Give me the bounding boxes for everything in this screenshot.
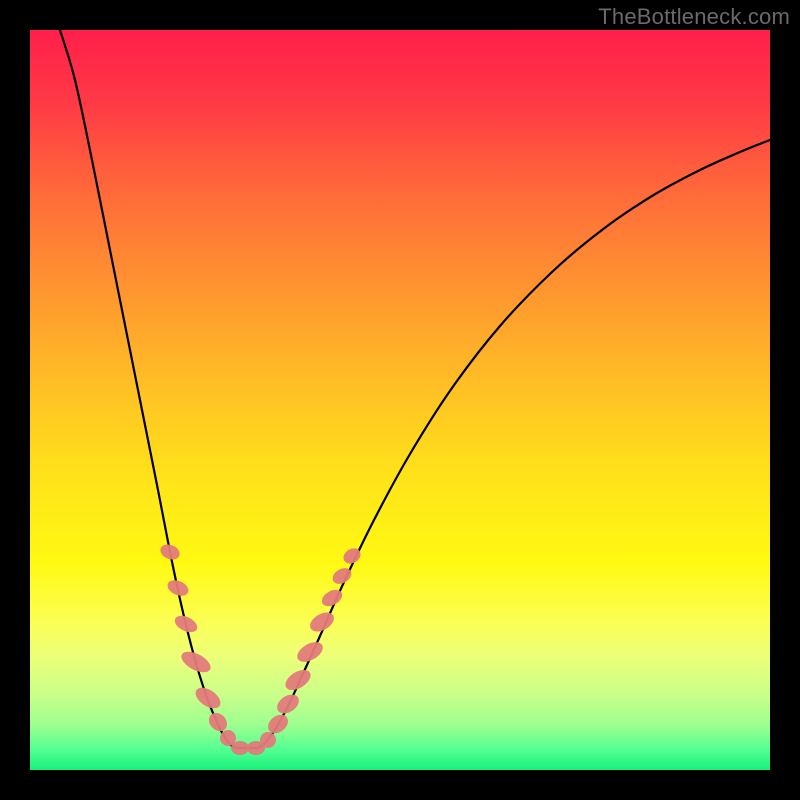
chart-stage: TheBottleneck.com — [0, 0, 800, 800]
bottleneck-chart — [0, 0, 800, 800]
data-marker — [231, 741, 249, 755]
